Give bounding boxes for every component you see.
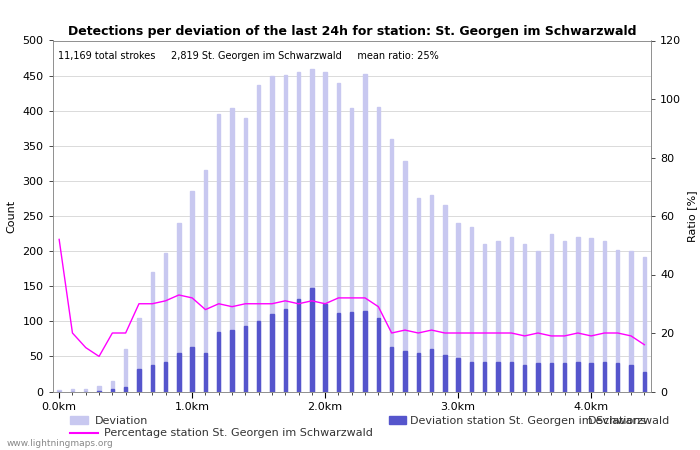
Bar: [97, 391, 101, 392]
Bar: [536, 364, 540, 392]
Text: Deviations: Deviations: [588, 416, 647, 426]
Bar: [57, 390, 61, 392]
Bar: [84, 389, 88, 392]
Bar: [350, 312, 354, 392]
Bar: [284, 75, 287, 391]
Y-axis label: Ratio [%]: Ratio [%]: [687, 190, 696, 242]
Bar: [257, 321, 260, 392]
Bar: [270, 314, 274, 392]
Title: Detections per deviation of the last 24h for station: St. Georgen im Schwarzwald: Detections per deviation of the last 24h…: [67, 25, 636, 38]
Bar: [563, 241, 566, 392]
Bar: [550, 364, 553, 392]
Bar: [244, 118, 247, 392]
Bar: [536, 251, 540, 392]
Bar: [510, 237, 513, 392]
Bar: [137, 318, 141, 392]
Bar: [323, 304, 327, 392]
Bar: [310, 288, 314, 392]
Bar: [643, 372, 646, 392]
Bar: [297, 72, 300, 392]
Bar: [603, 362, 606, 392]
Bar: [470, 226, 473, 392]
Bar: [550, 234, 553, 392]
Text: 11,169 total strokes     2,819 St. Georgen im Schwarzwald     mean ratio: 25%: 11,169 total strokes 2,819 St. Georgen i…: [59, 51, 439, 61]
Bar: [430, 195, 433, 392]
Bar: [443, 355, 447, 392]
Bar: [523, 365, 526, 392]
Bar: [363, 311, 367, 392]
Text: Deviation station St. Georgen im Schwarzwald: Deviation station St. Georgen im Schwarz…: [410, 416, 668, 426]
Text: www.lightningmaps.org: www.lightningmaps.org: [7, 439, 113, 448]
Bar: [456, 223, 460, 392]
Text: Percentage station St. Georgen im Schwarzwald: Percentage station St. Georgen im Schwar…: [104, 428, 372, 438]
Bar: [603, 241, 606, 392]
Bar: [190, 191, 194, 392]
Bar: [510, 362, 513, 392]
Bar: [204, 353, 207, 392]
Bar: [337, 313, 340, 392]
Bar: [177, 353, 181, 392]
Bar: [377, 107, 380, 392]
Bar: [257, 85, 260, 392]
Bar: [230, 330, 234, 392]
Bar: [270, 76, 274, 392]
Bar: [164, 252, 167, 392]
Bar: [523, 244, 526, 392]
Bar: [443, 206, 447, 392]
Bar: [150, 272, 154, 392]
Bar: [350, 108, 354, 392]
Bar: [204, 171, 207, 392]
Bar: [284, 309, 287, 392]
Bar: [643, 256, 646, 392]
Bar: [310, 68, 314, 391]
Text: Deviation: Deviation: [94, 416, 148, 426]
Bar: [217, 114, 220, 392]
Bar: [97, 386, 101, 391]
Bar: [403, 161, 407, 392]
Bar: [483, 244, 486, 392]
Bar: [244, 326, 247, 392]
Bar: [217, 332, 220, 392]
Bar: [377, 318, 380, 392]
Bar: [576, 362, 580, 392]
Bar: [589, 238, 593, 392]
Bar: [589, 364, 593, 392]
Bar: [403, 351, 407, 392]
Bar: [390, 139, 393, 392]
Bar: [563, 364, 566, 392]
Bar: [629, 251, 633, 392]
Bar: [164, 362, 167, 392]
Bar: [111, 389, 114, 392]
Bar: [124, 387, 127, 392]
Bar: [496, 241, 500, 392]
Bar: [190, 347, 194, 392]
Bar: [616, 250, 620, 392]
Bar: [323, 72, 327, 392]
Bar: [111, 381, 114, 392]
Bar: [230, 108, 234, 392]
Bar: [576, 237, 580, 392]
Bar: [456, 358, 460, 392]
Bar: [496, 362, 500, 392]
Bar: [71, 389, 74, 392]
Y-axis label: Count: Count: [7, 199, 17, 233]
Bar: [337, 83, 340, 392]
Bar: [430, 349, 433, 392]
Bar: [416, 353, 420, 392]
Bar: [150, 365, 154, 392]
Bar: [416, 198, 420, 392]
Bar: [470, 362, 473, 392]
Bar: [616, 364, 620, 392]
Bar: [297, 299, 300, 392]
Bar: [177, 223, 181, 392]
Bar: [124, 349, 127, 392]
Bar: [390, 347, 393, 392]
Bar: [629, 365, 633, 392]
Bar: [137, 369, 141, 392]
Bar: [363, 74, 367, 392]
Bar: [483, 362, 486, 392]
